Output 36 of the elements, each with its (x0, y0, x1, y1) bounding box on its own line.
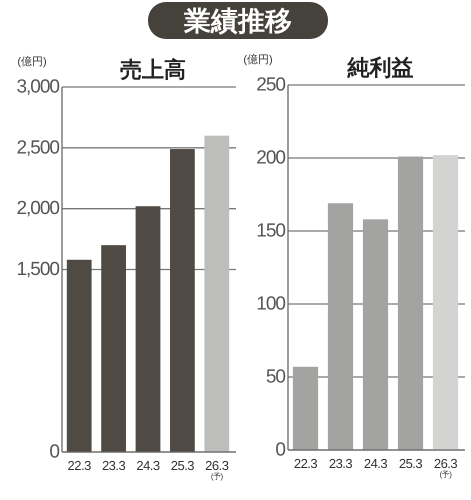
text: 業績推移 (183, 6, 292, 36)
x-tick-label: 22.3 (294, 456, 318, 471)
y-tick-label: 50 (266, 366, 286, 388)
bar (328, 203, 354, 450)
y-tick-label: 2,000 (16, 198, 60, 220)
x-tick-label: 23.3 (102, 458, 126, 473)
bar (362, 219, 388, 450)
y-tick-label: 200 (256, 148, 286, 168)
y-tick-label: 0 (49, 442, 60, 462)
chart-title: 純利益 (346, 55, 414, 80)
bar (398, 156, 424, 450)
y-tick-label: 150 (256, 220, 286, 242)
bar (101, 245, 126, 452)
chart-title: 売上高 (120, 57, 186, 82)
bar (136, 206, 160, 452)
x-tick-label: 24.3 (364, 456, 388, 471)
x-tick-label: 24.3 (136, 458, 160, 473)
x-tick-label: 26.3 (予) (205, 458, 229, 481)
y-tick-label: 250 (256, 74, 286, 96)
x-tick-label: 23.3 (328, 456, 352, 471)
y-tick-label: 2,500 (16, 137, 60, 158)
y-axis-title: (億円) (243, 53, 273, 66)
x-tick-label: 22.3 (68, 458, 92, 473)
y-axis-title: (億円) (17, 55, 47, 68)
bar (204, 136, 230, 452)
x-tick-label: 26.3 (予) (434, 456, 458, 479)
bar (66, 260, 92, 452)
x-tick-label: 25.3 (170, 458, 194, 473)
x-tick-label: 25.3 (398, 456, 422, 471)
y-tick-label: 3,000 (16, 76, 60, 98)
y-tick-label: 1,500 (16, 259, 60, 280)
y-tick-label: 0 (275, 440, 286, 460)
bar (170, 149, 195, 452)
bar (432, 155, 458, 450)
y-tick-label: 100 (256, 294, 286, 314)
bar (292, 366, 318, 450)
